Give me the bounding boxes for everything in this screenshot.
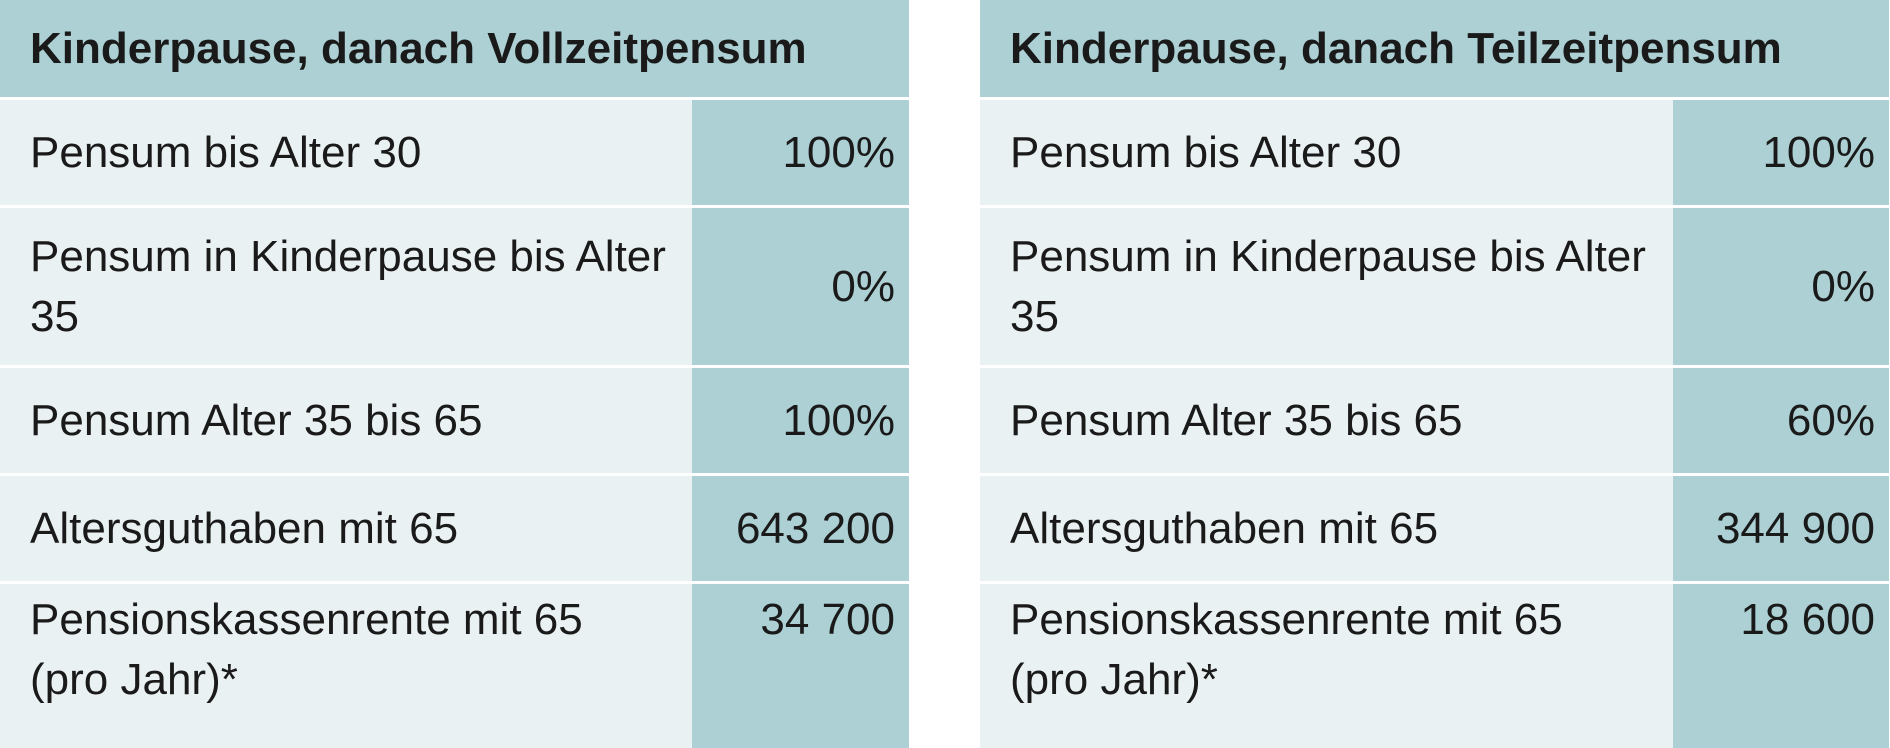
row-label: Altersguthaben mit 65 <box>0 475 692 583</box>
row-value: 100% <box>692 99 909 207</box>
row-value: 0% <box>692 207 909 367</box>
table-row: Pensum in Kinderpause bis Alter 35 0% <box>980 207 1889 367</box>
row-value: 0% <box>1673 207 1889 367</box>
row-label: Pensionskassenrente mit 65 (pro Jahr)* <box>980 583 1673 748</box>
row-label: Pensum in Kinderpause bis Alter 35 <box>980 207 1673 367</box>
row-value: 643 200 <box>692 475 909 583</box>
row-value: 100% <box>692 367 909 475</box>
table-row: Pensionskassenrente mit 65 (pro Jahr)* 3… <box>0 583 909 748</box>
row-label: Pensionskassenrente mit 65 (pro Jahr)* <box>0 583 692 748</box>
row-label: Pensum in Kinderpause bis Alter 35 <box>0 207 692 367</box>
table-row: Pensum bis Alter 30 100% <box>0 99 909 207</box>
table-row: Altersguthaben mit 65 643 200 <box>0 475 909 583</box>
row-value: 34 700 <box>692 583 909 748</box>
row-label: Pensum bis Alter 30 <box>980 99 1673 207</box>
row-value: 60% <box>1673 367 1889 475</box>
row-label: Pensum bis Alter 30 <box>0 99 692 207</box>
row-label: Pensum Alter 35 bis 65 <box>0 367 692 475</box>
table-header-row: Kinderpause, danach Teilzeitpensum <box>980 0 1889 99</box>
table-title: Kinderpause, danach Vollzeitpensum <box>0 0 909 99</box>
table-row: Pensionskassenrente mit 65 (pro Jahr)* 1… <box>980 583 1889 748</box>
row-value: 18 600 <box>1673 583 1889 748</box>
row-value: 100% <box>1673 99 1889 207</box>
table-vollzeitpensum: Kinderpause, danach Vollzeitpensum Pensu… <box>0 0 909 748</box>
table-title: Kinderpause, danach Teilzeitpensum <box>980 0 1889 99</box>
table-row: Altersguthaben mit 65 344 900 <box>980 475 1889 583</box>
row-label: Pensum Alter 35 bis 65 <box>980 367 1673 475</box>
table-header-row: Kinderpause, danach Vollzeitpensum <box>0 0 909 99</box>
table-teilzeitpensum: Kinderpause, danach Teilzeitpensum Pensu… <box>980 0 1889 748</box>
table-row: Pensum Alter 35 bis 65 60% <box>980 367 1889 475</box>
row-label: Altersguthaben mit 65 <box>980 475 1673 583</box>
table-row: Pensum Alter 35 bis 65 100% <box>0 367 909 475</box>
row-value: 344 900 <box>1673 475 1889 583</box>
table-row: Pensum in Kinderpause bis Alter 35 0% <box>0 207 909 367</box>
table-row: Pensum bis Alter 30 100% <box>980 99 1889 207</box>
